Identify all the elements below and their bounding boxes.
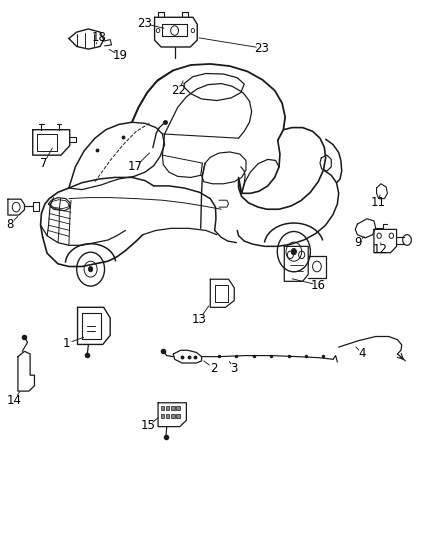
Text: 2: 2	[210, 362, 218, 375]
Text: 15: 15	[141, 419, 156, 432]
Bar	[177, 414, 180, 418]
Text: 23: 23	[138, 17, 152, 30]
Bar	[161, 414, 164, 418]
Bar	[171, 406, 175, 410]
Bar	[171, 414, 175, 418]
Text: 1: 1	[63, 337, 71, 350]
Text: 4: 4	[359, 348, 366, 360]
Text: 13: 13	[192, 313, 207, 326]
Bar	[177, 406, 180, 410]
Text: 23: 23	[254, 42, 269, 54]
Text: 22: 22	[171, 84, 187, 97]
Text: 9: 9	[354, 236, 362, 249]
Bar	[166, 406, 170, 410]
Text: 19: 19	[112, 49, 127, 62]
Text: 11: 11	[371, 196, 385, 209]
Text: 17: 17	[128, 160, 143, 173]
Text: 18: 18	[92, 31, 107, 44]
Bar	[161, 406, 164, 410]
Text: 12: 12	[373, 243, 388, 256]
Text: 8: 8	[7, 217, 14, 231]
Text: 16: 16	[311, 279, 326, 292]
Bar	[166, 414, 170, 418]
Text: 7: 7	[40, 157, 48, 169]
Text: 3: 3	[230, 362, 238, 375]
Circle shape	[291, 248, 297, 255]
Text: 14: 14	[7, 393, 22, 407]
Circle shape	[88, 266, 93, 272]
